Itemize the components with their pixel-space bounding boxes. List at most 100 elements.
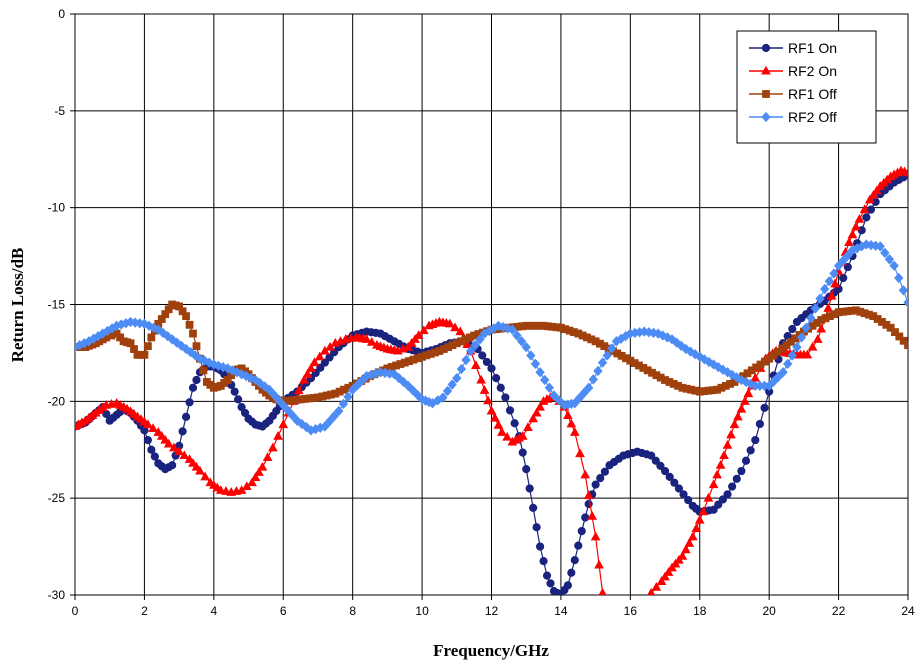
y-axis-ticks: 0 -5 -10 -15 -20 -25 -30	[48, 7, 75, 602]
data-point	[156, 430, 167, 440]
data-point	[563, 410, 573, 420]
data-point	[651, 456, 660, 465]
legend-label: RF2 On	[788, 63, 837, 79]
data-point	[549, 390, 559, 401]
data-point	[329, 411, 339, 422]
data-point	[844, 237, 854, 247]
data-point	[398, 376, 409, 388]
data-point	[783, 358, 793, 370]
data-point	[176, 340, 187, 351]
data-point	[843, 250, 853, 261]
data-point	[596, 474, 605, 483]
data-point	[864, 194, 875, 204]
data-point	[732, 474, 741, 483]
data-point	[273, 430, 283, 440]
data-point	[674, 484, 684, 493]
data-point	[143, 342, 152, 351]
data-point	[140, 350, 149, 359]
data-point	[875, 241, 885, 252]
data-point	[512, 330, 522, 341]
x-tick-label: 18	[693, 604, 707, 618]
data-point	[461, 354, 471, 366]
data-point	[178, 427, 187, 436]
data-point	[505, 406, 515, 415]
data-point	[302, 368, 313, 378]
data-point	[684, 538, 695, 547]
data-point	[687, 531, 698, 541]
data-point	[450, 322, 460, 332]
data-point	[891, 328, 899, 336]
data-point	[455, 326, 466, 336]
data-point	[267, 442, 278, 452]
y-tick-label: -10	[48, 201, 66, 215]
data-point	[903, 167, 908, 177]
data-point	[677, 551, 688, 560]
data-point	[670, 478, 679, 487]
data-point	[535, 367, 545, 378]
data-point	[647, 451, 656, 460]
data-point	[192, 342, 201, 351]
data-point	[542, 571, 552, 580]
data-point	[418, 325, 429, 335]
data-point	[343, 391, 353, 402]
data-point	[492, 373, 501, 383]
data-point	[703, 492, 714, 502]
data-point	[544, 382, 555, 393]
data-point	[347, 384, 358, 395]
data-point	[234, 395, 243, 404]
data-point	[826, 290, 837, 300]
legend: RF1 On RF2 On RF1 Off RF2 Off	[736, 30, 877, 144]
data-point	[535, 401, 545, 411]
data-point	[314, 351, 325, 361]
data-point	[880, 247, 890, 258]
data-point	[182, 312, 190, 321]
data-point	[143, 435, 152, 445]
data-point	[496, 383, 505, 392]
data-point	[163, 438, 174, 448]
data-point	[566, 418, 577, 428]
data-point	[894, 272, 904, 284]
data-point	[525, 484, 534, 493]
data-point	[847, 229, 858, 239]
data-point	[647, 587, 656, 595]
data-point	[278, 419, 289, 429]
data-point	[456, 363, 467, 375]
data-point	[807, 341, 818, 351]
data-point	[150, 452, 159, 461]
data-point	[812, 334, 823, 343]
data-point	[741, 376, 751, 388]
y-tick-label: -20	[48, 394, 66, 408]
data-point	[796, 332, 807, 343]
legend-item: RF1 Off	[749, 86, 837, 102]
data-point	[574, 392, 585, 404]
data-point	[656, 461, 665, 470]
data-point	[600, 467, 609, 476]
data-point	[526, 350, 536, 361]
y-tick-label: -30	[48, 588, 66, 602]
data-point	[221, 486, 231, 495]
data-point	[181, 412, 191, 421]
data-point	[741, 456, 751, 465]
legend-item: RF2 On	[749, 63, 837, 79]
data-point	[685, 346, 696, 357]
data-point	[594, 559, 604, 569]
data-point	[438, 392, 448, 403]
data-point	[681, 544, 691, 554]
data-point	[486, 405, 497, 415]
data-point	[191, 461, 202, 471]
data-point	[903, 297, 908, 308]
data-point	[262, 452, 273, 461]
data-point	[320, 358, 329, 367]
data-point	[569, 427, 580, 436]
x-tick-label: 20	[762, 604, 776, 618]
series-group	[75, 165, 908, 595]
data-point	[871, 185, 882, 195]
data-point	[737, 466, 746, 476]
data-point	[575, 448, 585, 458]
data-point	[691, 523, 702, 533]
data-point	[361, 334, 372, 343]
data-point	[324, 416, 335, 427]
data-point	[482, 357, 491, 367]
data-point	[546, 579, 555, 588]
data-point	[516, 336, 527, 347]
